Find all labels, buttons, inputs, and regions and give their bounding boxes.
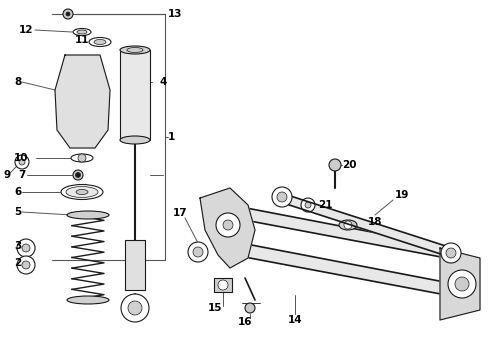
Circle shape bbox=[216, 213, 240, 237]
Text: 5: 5 bbox=[14, 207, 21, 217]
Ellipse shape bbox=[338, 220, 356, 230]
Bar bbox=[125, 240, 145, 290]
Circle shape bbox=[445, 248, 455, 258]
Text: 18: 18 bbox=[367, 217, 382, 227]
Text: 4: 4 bbox=[160, 77, 167, 87]
Text: 11: 11 bbox=[75, 35, 89, 45]
Circle shape bbox=[22, 261, 30, 269]
Polygon shape bbox=[200, 188, 254, 268]
Circle shape bbox=[75, 172, 81, 177]
Text: 9: 9 bbox=[4, 170, 11, 180]
Text: 8: 8 bbox=[14, 77, 21, 87]
Circle shape bbox=[343, 221, 351, 229]
Circle shape bbox=[305, 202, 310, 208]
Circle shape bbox=[73, 170, 83, 180]
Ellipse shape bbox=[120, 46, 150, 54]
Bar bbox=[214, 278, 231, 292]
Polygon shape bbox=[278, 192, 452, 258]
Text: 17: 17 bbox=[173, 208, 187, 218]
Text: 14: 14 bbox=[287, 315, 302, 325]
Polygon shape bbox=[215, 202, 456, 260]
Circle shape bbox=[301, 198, 314, 212]
Text: 1: 1 bbox=[168, 132, 175, 142]
Circle shape bbox=[276, 192, 286, 202]
Text: 12: 12 bbox=[19, 25, 34, 35]
Text: 13: 13 bbox=[168, 9, 182, 19]
Ellipse shape bbox=[67, 296, 109, 304]
Circle shape bbox=[454, 277, 468, 291]
Ellipse shape bbox=[71, 154, 93, 162]
Text: 7: 7 bbox=[18, 170, 25, 180]
Ellipse shape bbox=[76, 189, 88, 194]
Ellipse shape bbox=[67, 211, 109, 219]
Ellipse shape bbox=[94, 40, 106, 45]
Circle shape bbox=[218, 280, 227, 290]
Circle shape bbox=[328, 159, 340, 171]
Circle shape bbox=[66, 12, 70, 16]
Ellipse shape bbox=[73, 28, 91, 36]
Ellipse shape bbox=[61, 185, 103, 199]
Circle shape bbox=[17, 239, 35, 257]
Circle shape bbox=[17, 256, 35, 274]
Text: 3: 3 bbox=[14, 241, 21, 251]
Text: 21: 21 bbox=[317, 200, 332, 210]
Circle shape bbox=[19, 159, 25, 165]
Text: 20: 20 bbox=[341, 160, 356, 170]
Ellipse shape bbox=[66, 186, 98, 198]
Text: 16: 16 bbox=[237, 317, 252, 327]
Ellipse shape bbox=[120, 136, 150, 144]
Circle shape bbox=[15, 155, 29, 169]
Text: 2: 2 bbox=[14, 258, 21, 268]
Circle shape bbox=[22, 244, 30, 252]
Ellipse shape bbox=[127, 48, 142, 53]
Circle shape bbox=[128, 301, 142, 315]
Text: 19: 19 bbox=[394, 190, 408, 200]
Bar bbox=[120, 50, 150, 140]
Circle shape bbox=[271, 187, 291, 207]
Circle shape bbox=[193, 247, 203, 257]
Polygon shape bbox=[55, 55, 110, 148]
Circle shape bbox=[121, 294, 149, 322]
Circle shape bbox=[78, 154, 86, 162]
Text: 6: 6 bbox=[14, 187, 21, 197]
Polygon shape bbox=[215, 238, 461, 298]
Text: 10: 10 bbox=[14, 153, 28, 163]
Ellipse shape bbox=[89, 37, 111, 46]
Circle shape bbox=[447, 270, 475, 298]
Circle shape bbox=[223, 220, 232, 230]
Text: 15: 15 bbox=[207, 303, 222, 313]
Ellipse shape bbox=[77, 30, 87, 34]
Circle shape bbox=[244, 303, 254, 313]
Circle shape bbox=[63, 9, 73, 19]
Circle shape bbox=[440, 243, 460, 263]
Polygon shape bbox=[439, 248, 479, 320]
Circle shape bbox=[187, 242, 207, 262]
